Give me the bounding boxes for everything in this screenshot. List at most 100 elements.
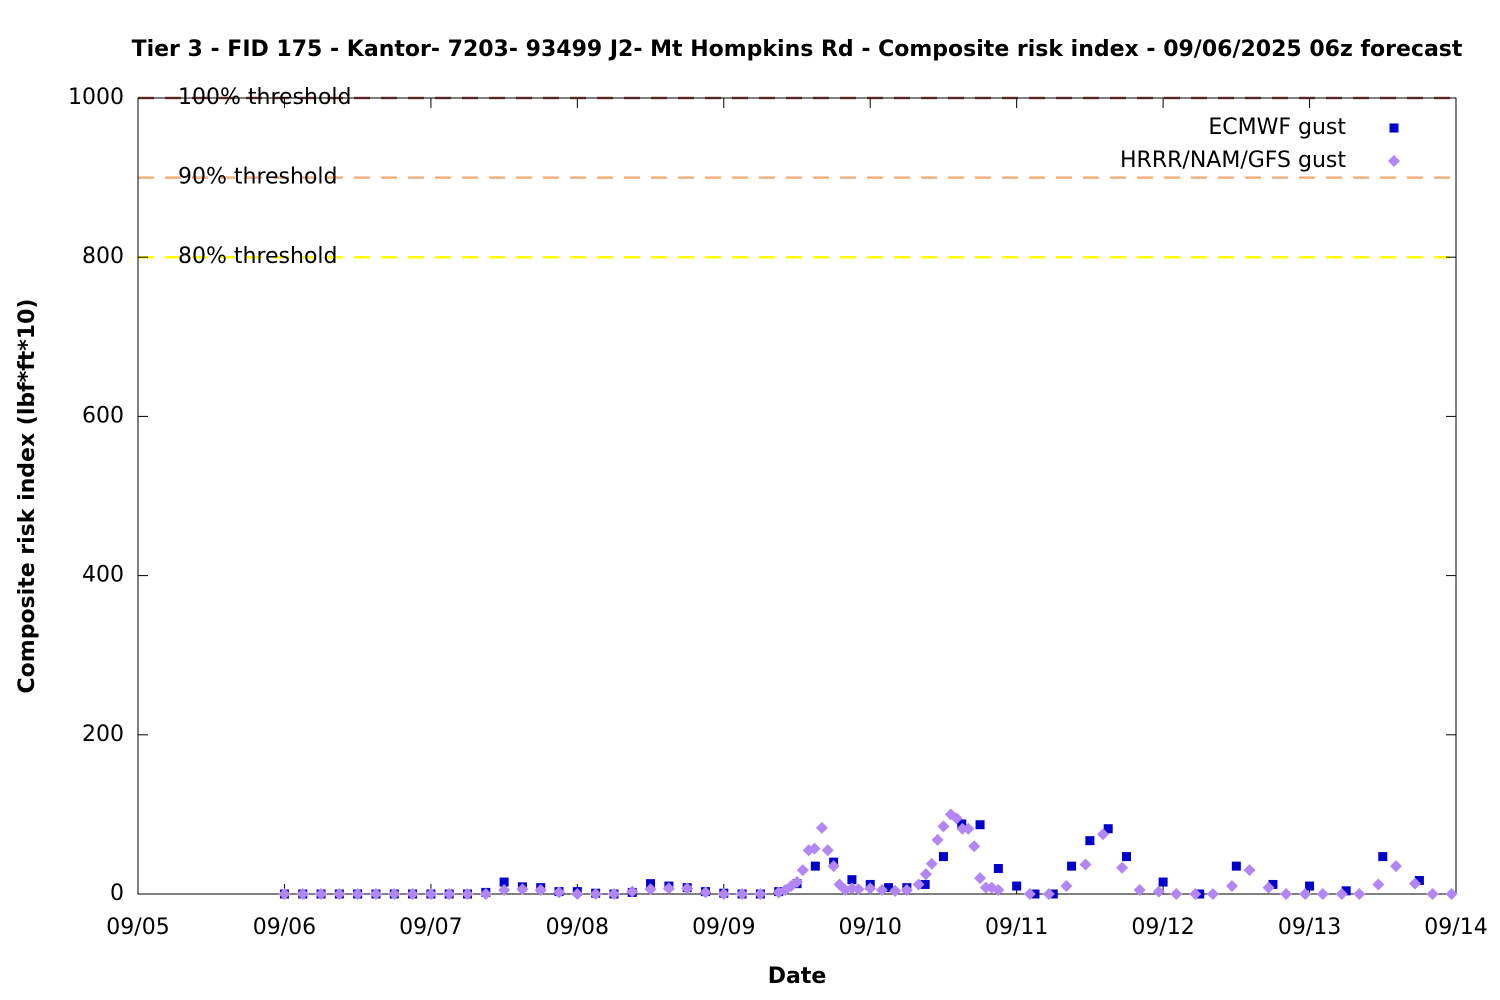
x-tick-label: 09/09 <box>692 915 755 940</box>
data-point <box>1122 852 1131 862</box>
data-point <box>815 821 828 834</box>
data-point <box>992 884 1005 897</box>
data-point <box>1152 885 1165 898</box>
data-point <box>1353 888 1366 900</box>
x-tick-label: 09/11 <box>985 915 1048 940</box>
data-point <box>912 878 925 891</box>
data-point <box>315 888 328 900</box>
y-tick-label: 800 <box>82 244 124 269</box>
legend-label: ECMWF gust <box>1208 115 1346 140</box>
data-point <box>847 875 857 885</box>
data-point <box>1335 888 1348 900</box>
data-point <box>479 888 492 900</box>
data-point <box>975 820 985 830</box>
data-point <box>808 842 821 855</box>
legend-marker <box>1388 155 1400 167</box>
x-tick-label: 09/08 <box>546 915 609 940</box>
data-point <box>369 888 382 900</box>
data-point <box>1116 861 1129 874</box>
data-point <box>1158 877 1168 887</box>
data-point <box>461 888 474 900</box>
data-point <box>1023 888 1036 900</box>
y-tick-label: 0 <box>110 881 124 906</box>
data-point <box>717 888 730 900</box>
x-tick-label: 09/10 <box>839 915 902 940</box>
data-point <box>296 888 309 900</box>
data-point <box>1231 861 1241 871</box>
y-tick-label: 1000 <box>68 85 124 110</box>
data-point <box>993 864 1003 874</box>
data-point <box>1097 828 1110 841</box>
data-point <box>1103 824 1113 834</box>
chart-title: Tier 3 - FID 175 - Kantor- 7203- 93499 J… <box>132 37 1463 62</box>
data-point <box>852 883 865 896</box>
data-point <box>626 885 639 898</box>
threshold-label: 80% threshold <box>178 244 338 269</box>
data-point <box>1012 881 1022 891</box>
data-point <box>1280 888 1293 900</box>
data-point <box>699 886 712 899</box>
data-point <box>900 884 913 897</box>
data-point <box>662 882 675 895</box>
data-point <box>388 888 401 900</box>
data-point <box>681 882 694 895</box>
data-point <box>1133 884 1146 897</box>
data-point <box>1378 852 1388 862</box>
data-point <box>1225 880 1238 893</box>
data-point <box>864 882 877 895</box>
data-point <box>1067 861 1077 871</box>
data-point <box>889 884 902 897</box>
data-point <box>1268 879 1278 889</box>
data-point <box>938 852 948 862</box>
data-point <box>1389 860 1402 873</box>
data-point <box>974 872 987 885</box>
x-tick-label: 09/14 <box>1424 915 1487 940</box>
data-point <box>1243 864 1256 877</box>
plot-frame <box>137 97 1457 895</box>
x-tick-label: 09/13 <box>1278 915 1341 940</box>
data-point <box>925 857 938 870</box>
data-point <box>571 888 584 900</box>
data-point <box>516 883 529 896</box>
data-point <box>424 888 437 900</box>
data-point <box>754 888 767 900</box>
data-point <box>1316 888 1329 900</box>
data-point <box>950 812 963 825</box>
data-point <box>1341 886 1351 896</box>
data-point <box>920 879 930 889</box>
data-point <box>1042 888 1055 900</box>
data-point <box>1445 888 1458 900</box>
data-point <box>821 844 834 857</box>
data-point <box>1079 858 1092 871</box>
y-tick-label: 600 <box>82 403 124 428</box>
data-point <box>1189 888 1202 900</box>
legend-label: HRRR/NAM/GFS gust <box>1120 148 1346 173</box>
y-axis-title: Composite risk index (lbf*ft*10) <box>15 299 40 694</box>
x-tick-label: 09/07 <box>399 915 462 940</box>
x-tick-label: 09/06 <box>253 915 316 940</box>
data-point <box>1085 836 1095 846</box>
data-point <box>499 877 509 887</box>
data-point <box>589 888 602 900</box>
data-point <box>919 868 932 881</box>
data-point <box>553 886 566 899</box>
x-tick-label: 09/05 <box>106 915 169 940</box>
data-point <box>1299 888 1312 900</box>
data-point <box>931 833 944 846</box>
data-point <box>534 884 547 897</box>
data-point <box>937 820 950 833</box>
data-point <box>333 888 346 900</box>
data-point <box>884 883 894 893</box>
data-point <box>644 883 657 896</box>
data-point <box>1408 877 1421 890</box>
data-point <box>796 864 809 877</box>
legend-marker <box>1389 123 1399 133</box>
data-point <box>810 861 820 871</box>
data-point <box>1170 888 1183 900</box>
data-point <box>1262 881 1275 894</box>
data-point <box>962 822 975 835</box>
data-point <box>278 888 291 900</box>
data-point <box>791 876 803 889</box>
